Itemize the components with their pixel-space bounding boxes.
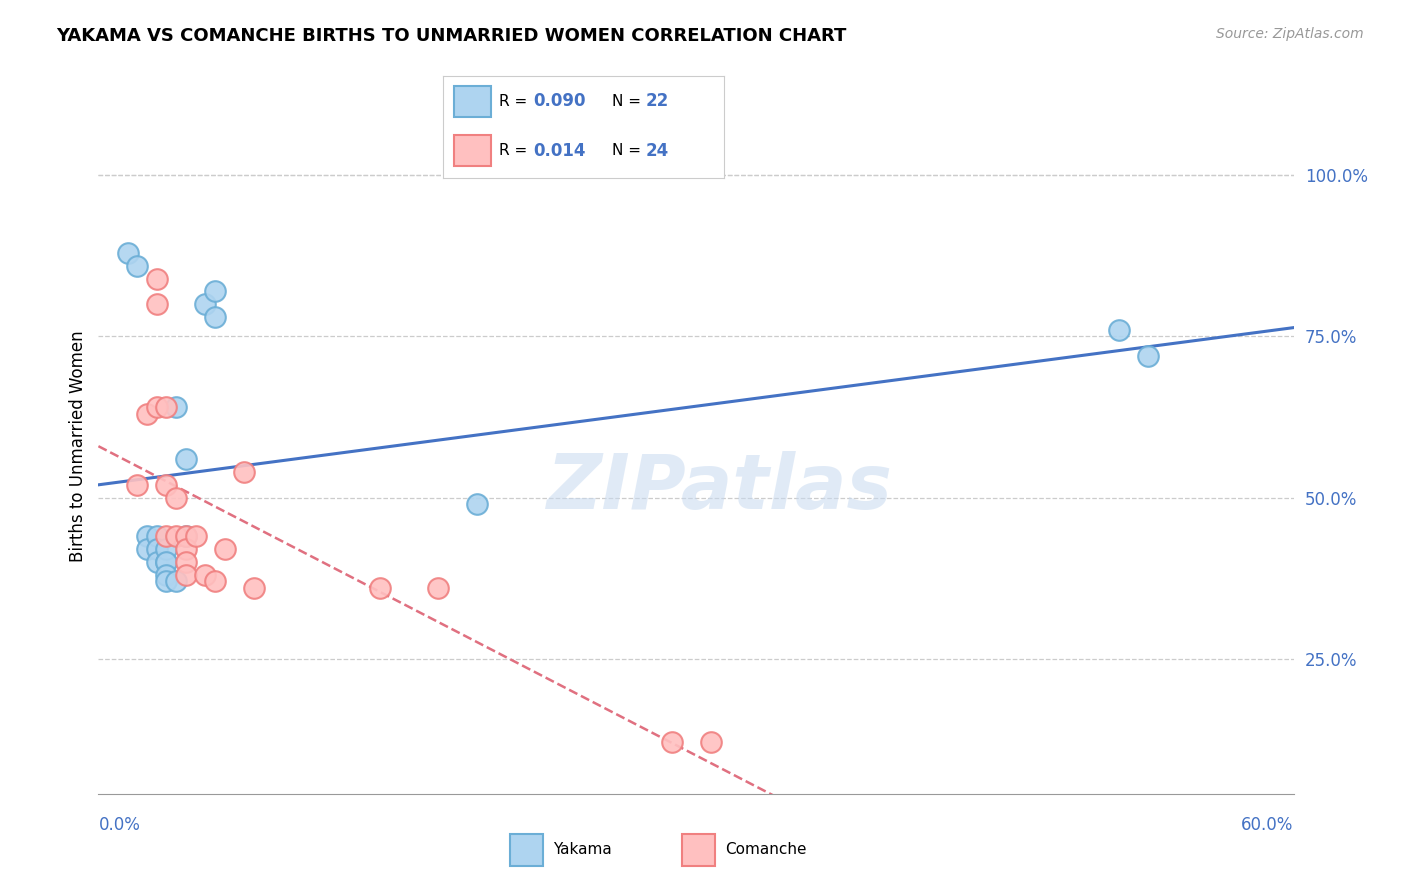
- FancyBboxPatch shape: [454, 136, 491, 166]
- Point: [165, 529, 187, 543]
- Text: 24: 24: [645, 142, 669, 160]
- Text: Source: ZipAtlas.com: Source: ZipAtlas.com: [1216, 27, 1364, 41]
- Point: [184, 529, 207, 543]
- Point: [117, 245, 139, 260]
- Point: [661, 735, 683, 749]
- Text: N =: N =: [612, 144, 645, 158]
- Y-axis label: Births to Unmarried Women: Births to Unmarried Women: [69, 330, 87, 562]
- Text: 22: 22: [645, 93, 669, 111]
- Text: 0.0%: 0.0%: [98, 816, 141, 834]
- Point: [174, 555, 197, 569]
- Point: [165, 574, 187, 589]
- Point: [155, 401, 177, 415]
- Point: [243, 581, 266, 595]
- Point: [194, 297, 217, 311]
- Text: Yakama: Yakama: [554, 842, 612, 857]
- Point: [165, 401, 187, 415]
- Point: [136, 529, 159, 543]
- FancyBboxPatch shape: [454, 87, 491, 117]
- Point: [174, 451, 197, 466]
- Point: [145, 271, 167, 285]
- Point: [174, 529, 197, 543]
- Point: [145, 542, 167, 557]
- Point: [174, 529, 197, 543]
- Point: [155, 529, 177, 543]
- FancyBboxPatch shape: [682, 834, 716, 865]
- Point: [233, 465, 256, 479]
- Point: [368, 581, 391, 595]
- Point: [155, 555, 177, 569]
- Point: [204, 310, 226, 325]
- Text: R =: R =: [499, 144, 533, 158]
- Point: [174, 567, 197, 582]
- Point: [214, 542, 236, 557]
- Point: [1136, 349, 1159, 363]
- Point: [155, 567, 177, 582]
- Text: R =: R =: [499, 94, 533, 109]
- Point: [194, 567, 217, 582]
- FancyBboxPatch shape: [509, 834, 543, 865]
- Point: [427, 581, 450, 595]
- Text: 0.090: 0.090: [533, 93, 585, 111]
- Point: [699, 735, 721, 749]
- Point: [155, 477, 177, 491]
- Point: [467, 497, 489, 511]
- Point: [155, 555, 177, 569]
- Point: [1108, 323, 1130, 337]
- Text: 60.0%: 60.0%: [1241, 816, 1294, 834]
- Point: [127, 259, 149, 273]
- Point: [145, 401, 167, 415]
- Point: [155, 542, 177, 557]
- Point: [174, 542, 197, 557]
- Point: [165, 491, 187, 505]
- Point: [204, 285, 226, 299]
- Point: [145, 555, 167, 569]
- Text: 0.014: 0.014: [533, 142, 585, 160]
- Point: [155, 574, 177, 589]
- Point: [145, 529, 167, 543]
- Point: [127, 477, 149, 491]
- Text: YAKAMA VS COMANCHE BIRTHS TO UNMARRIED WOMEN CORRELATION CHART: YAKAMA VS COMANCHE BIRTHS TO UNMARRIED W…: [56, 27, 846, 45]
- Text: Comanche: Comanche: [725, 842, 807, 857]
- Point: [136, 542, 159, 557]
- Point: [145, 297, 167, 311]
- Text: N =: N =: [612, 94, 645, 109]
- Point: [136, 407, 159, 421]
- Text: ZIPatlas: ZIPatlas: [547, 450, 893, 524]
- Point: [204, 574, 226, 589]
